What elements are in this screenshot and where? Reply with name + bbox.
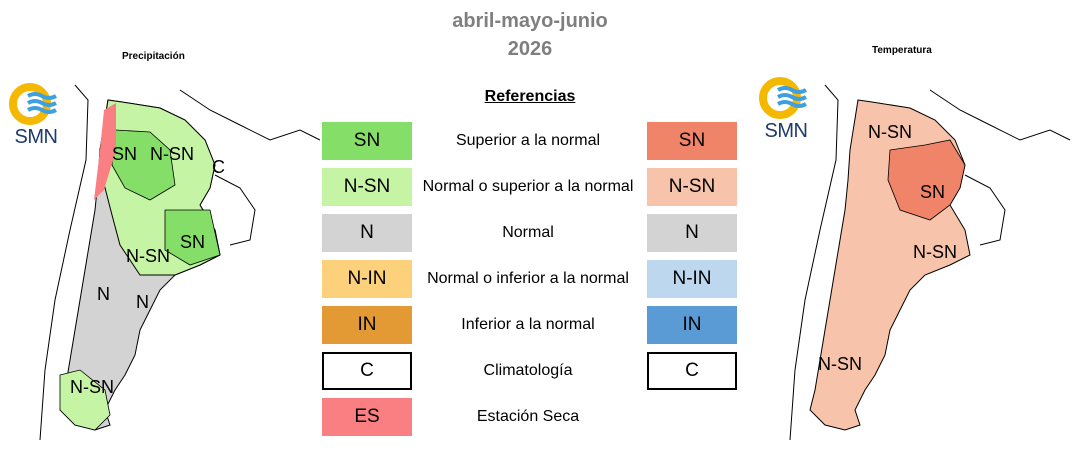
precip-legend-swatch: N-SN — [322, 168, 412, 206]
central-sn-region — [887, 139, 966, 221]
smn-logo-right-text: SMN — [764, 120, 808, 142]
temp-legend-swatch: N — [647, 214, 737, 252]
neighbor-border-north — [179, 89, 321, 141]
precipitation-map: SN N-SN C N-SN SN N N N-SN — [39, 84, 321, 441]
uruguay-border-right — [964, 174, 1006, 246]
chile-coastline-right — [789, 84, 839, 441]
smn-logo-icon — [9, 83, 57, 125]
precip-legend-swatch: N — [322, 214, 412, 252]
precip-label-1: SN — [112, 144, 137, 164]
smn-logo-right: SMN — [756, 76, 816, 146]
temperature-map-title: Temperatura — [872, 45, 932, 56]
legend-description: Superior a la normal — [455, 132, 601, 149]
temp-label-2: SN — [920, 182, 945, 202]
south-nsn-region — [59, 369, 111, 431]
precipitation-map-title: Precipitación — [122, 51, 185, 62]
legend-description: Inferior a la normal — [461, 316, 595, 333]
legend-description: Normal o superior a la normal — [422, 178, 634, 195]
smn-logo-text: SMN — [14, 126, 58, 148]
temp-label-4: N-SN — [818, 354, 862, 374]
page-subtitle-year: 2026 — [507, 38, 553, 60]
chile-coastline — [39, 84, 89, 441]
temp-legend-swatch: C — [647, 352, 737, 390]
north-sn-region — [111, 129, 176, 201]
precip-legend-swatch: N-IN — [322, 260, 412, 298]
smn-logo: SMN — [6, 82, 66, 152]
dry-season-region — [94, 103, 116, 200]
legend-description: Normal o inferior a la normal — [427, 270, 629, 287]
east-sn-region — [164, 209, 221, 266]
neighbor-border-north-right — [929, 89, 1071, 141]
precip-label-6: N — [97, 284, 110, 304]
temp-legend-swatch: SN — [647, 122, 737, 160]
precip-label-8: N-SN — [70, 377, 114, 397]
temp-legend-swatch: N-SN — [647, 168, 737, 206]
temp-label-3: N-SN — [913, 242, 957, 262]
temp-legend-swatch: N-IN — [647, 260, 737, 298]
legend-description: Normal — [502, 224, 554, 241]
precip-label-5: SN — [180, 232, 205, 252]
page-title: abril-mayo-junio — [452, 10, 608, 32]
temp-legend-swatch: IN — [647, 306, 737, 344]
temp-label-1: N-SN — [868, 122, 912, 142]
legend-heading: Referencias — [484, 88, 576, 105]
precip-label-2: N-SN — [150, 144, 194, 164]
uruguay-border — [214, 174, 256, 246]
precip-legend-swatch: SN — [322, 122, 412, 160]
precip-label-3: C — [212, 157, 225, 177]
temperature-map: N-SN SN N-SN N-SN — [789, 84, 1071, 441]
precip-legend-swatch: ES — [322, 398, 412, 436]
legend-description: Estación Seca — [476, 408, 580, 425]
precip-label-7: N — [136, 292, 149, 312]
precip-legend-swatch: IN — [322, 306, 412, 344]
precip-label-4: N-SN — [126, 246, 170, 266]
legend-description: Climatología — [483, 362, 573, 379]
smn-logo-right-icon — [759, 77, 807, 119]
precip-legend-swatch: C — [322, 352, 412, 390]
